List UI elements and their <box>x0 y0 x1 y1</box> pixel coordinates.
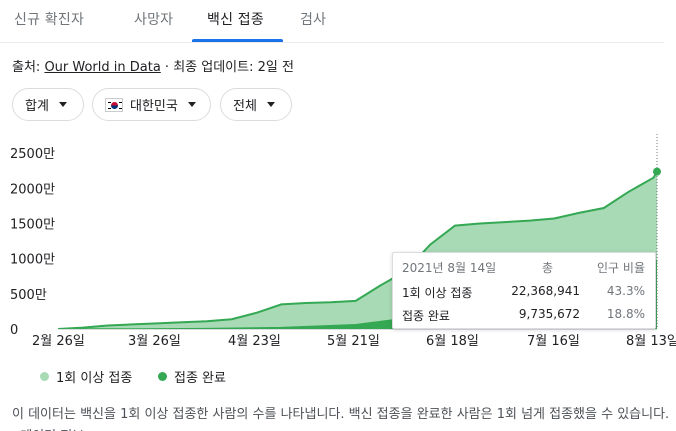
scope-dropdown[interactable]: 전체 <box>220 88 292 121</box>
tab-new-cases[interactable]: 신규 확진자 <box>14 12 85 28</box>
source-prefix: 출처: <box>12 60 45 75</box>
scope-dropdown-label: 전체 <box>233 99 257 114</box>
y-tick-label: 1500만 <box>10 217 55 232</box>
total-dropdown[interactable]: 합계 <box>12 88 84 121</box>
x-tick-label: 2월 26일 <box>32 334 85 349</box>
source-line: 출처: Our World in Data · 최종 업데이트: 2일 전 <box>12 56 294 75</box>
y-tick-label: 2500만 <box>10 147 55 162</box>
legend-fully-vaccinated[interactable]: 접종 완료 <box>158 367 226 386</box>
tooltip-row-ratio: 18.8% <box>606 307 645 321</box>
x-tick-label: 4월 23일 <box>228 334 281 349</box>
tooltip-row-ratio: 43.3% <box>606 284 645 298</box>
tooltip-date: 2021년 8월 14일 <box>402 261 497 275</box>
x-tick-label: 8월 13일 <box>626 334 676 349</box>
legend-swatch <box>158 372 167 381</box>
tooltip-row-label: 1회 이상 접종 <box>402 286 473 300</box>
y-tick-label: 2000만 <box>10 182 55 197</box>
legend-label: 접종 완료 <box>174 371 226 386</box>
tab-bar: 신규 확진자 사망자 백신 접종 검사 <box>0 0 664 43</box>
active-tab-indicator <box>192 39 283 42</box>
chevron-down-icon <box>58 102 67 107</box>
y-tick-label: 0 <box>10 323 18 338</box>
last-updated: · 최종 업데이트: 2일 전 <box>160 60 294 75</box>
hover-point <box>653 167 661 176</box>
country-dropdown-label: 대한민국 <box>130 99 178 114</box>
tooltip-row-label: 접종 완료 <box>402 309 450 323</box>
x-tick-label: 6월 18일 <box>426 334 479 349</box>
tooltip-row-total: 22,368,941 <box>511 284 580 298</box>
tooltip-col-ratio: 인구 비율 <box>597 261 645 275</box>
legend-label: 1회 이상 접종 <box>56 371 133 386</box>
total-dropdown-label: 합계 <box>25 99 49 114</box>
tab-vaccinations[interactable]: 백신 접종 <box>207 12 264 28</box>
chart-tooltip: 2021년 8월 14일 총 인구 비율 1회 이상 접종 22,368,941… <box>392 252 656 329</box>
x-tick-label: 7월 16일 <box>527 334 580 349</box>
tab-deaths[interactable]: 사망자 <box>134 12 174 28</box>
chevron-down-icon <box>266 102 275 107</box>
chevron-down-icon <box>187 102 196 107</box>
x-tick-label: 5월 21일 <box>327 334 380 349</box>
first-dose-line <box>57 171 658 330</box>
tooltip-col-total: 총 <box>542 261 554 275</box>
legend-first-dose[interactable]: 1회 이상 접종 <box>40 367 132 386</box>
korea-flag-icon <box>105 97 123 112</box>
legend-swatch <box>40 372 49 381</box>
source-link[interactable]: Our World in Data <box>44 60 161 75</box>
x-tick-label: 3월 26일 <box>128 334 181 349</box>
tooltip-row-total: 9,735,672 <box>518 307 580 321</box>
tab-tests[interactable]: 검사 <box>300 12 327 28</box>
country-dropdown[interactable]: 대한민국 <box>92 88 211 121</box>
data-footnote: 이 데이터는 백신을 1회 이상 접종한 사람의 수를 나타냅니다. 백신 접종… <box>12 407 670 431</box>
y-tick-label: 1000만 <box>10 253 55 268</box>
y-tick-label: 500만 <box>10 288 47 303</box>
